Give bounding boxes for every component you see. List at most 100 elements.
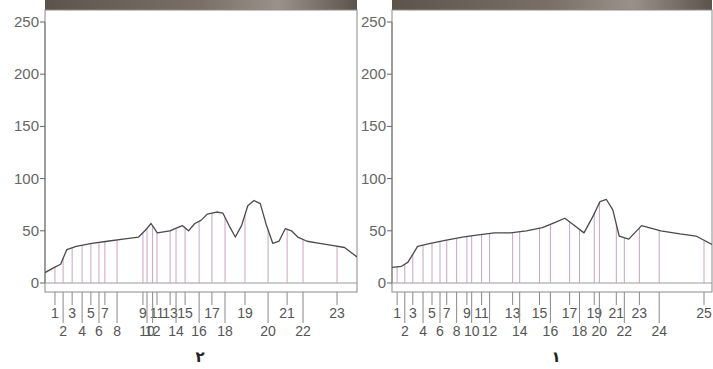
peak-tick	[489, 292, 490, 323]
peak-label: 20	[260, 323, 276, 339]
peak-label: 25	[696, 305, 712, 321]
peak-tick	[397, 292, 398, 305]
peak-tick	[404, 292, 405, 323]
peak-tick	[550, 292, 551, 323]
peak-line	[599, 203, 600, 283]
peak-line	[412, 254, 413, 283]
peak-line	[594, 214, 595, 283]
peak-label: 24	[651, 323, 667, 339]
peak-line	[456, 238, 457, 283]
peak-label: 23	[329, 305, 345, 321]
peak-line	[519, 232, 520, 283]
peak-tick	[199, 292, 200, 323]
y-tick	[387, 230, 392, 231]
y-tick-label: 100	[14, 170, 39, 187]
peak-line	[550, 224, 551, 283]
peak-label: 18	[217, 323, 233, 339]
peak-label: 8	[113, 323, 121, 339]
peak-tick	[98, 292, 99, 323]
peak-tick	[456, 292, 457, 323]
peak-tick	[471, 292, 472, 323]
peak-line	[211, 213, 212, 283]
y-tick	[387, 126, 392, 127]
peak-label: 3	[409, 305, 417, 321]
peak-tick	[157, 292, 158, 305]
panel: 0501001502002501234567891011121314151617…	[14, 0, 357, 366]
peak-line	[539, 228, 540, 283]
peak-label: 18	[572, 323, 588, 339]
peak-line	[90, 244, 91, 283]
peak-label: 2	[59, 323, 67, 339]
peak-tick	[117, 292, 118, 323]
peak-label: 7	[101, 305, 109, 321]
y-tick	[387, 74, 392, 75]
peak-label: 4	[78, 323, 86, 339]
peak-line	[104, 242, 105, 283]
peak-line	[244, 215, 245, 283]
plot-area	[45, 201, 357, 283]
peak-label: 5	[428, 305, 436, 321]
peak-label: 20	[592, 323, 608, 339]
peak-label: 14	[512, 323, 528, 339]
peak-line	[639, 228, 640, 283]
peak-tick	[481, 292, 482, 305]
y-tick	[40, 74, 45, 75]
y-tick-label: 0	[378, 274, 386, 291]
profile-line	[45, 201, 357, 273]
peak-line	[481, 235, 482, 283]
peak-line	[98, 242, 99, 283]
peak-label: 14	[168, 323, 184, 339]
peak-line	[489, 234, 490, 283]
peak-tick	[440, 292, 441, 323]
peak-tick	[104, 292, 105, 305]
peak-tick	[594, 292, 595, 305]
peak-tick	[147, 292, 148, 323]
peak-label: 23	[632, 305, 648, 321]
peak-label: 16	[543, 323, 559, 339]
y-tick-label: 50	[22, 222, 39, 239]
peak-label: 9	[463, 305, 471, 321]
peak-label: 21	[279, 305, 295, 321]
peak-label: 1	[51, 305, 59, 321]
y-tick-label: 250	[14, 13, 39, 30]
peak-tick	[519, 292, 520, 323]
peak-label: 8	[453, 323, 461, 339]
peak-line	[616, 224, 617, 283]
peak-tick	[466, 292, 467, 305]
peak-line	[337, 246, 338, 283]
baseline	[45, 283, 357, 284]
peak-line	[147, 228, 148, 283]
y-tick	[40, 230, 45, 231]
peak-line	[569, 222, 570, 283]
peak-label: 22	[617, 323, 633, 339]
peak-tick	[539, 292, 540, 305]
y-tick	[387, 22, 392, 23]
peak-line	[512, 233, 513, 283]
peak-line	[466, 236, 467, 283]
peak-tick	[659, 292, 660, 323]
peak-tick	[287, 292, 288, 305]
peak-tick	[512, 292, 513, 305]
peak-line	[303, 239, 304, 283]
y-tick-label: 200	[361, 65, 386, 82]
panel: 0501001502002501234567891011121314151617…	[361, 0, 712, 366]
peak-label: 9	[139, 305, 147, 321]
peak-line	[54, 267, 55, 283]
peak-line	[82, 245, 83, 283]
profile-line	[392, 199, 712, 267]
y-tick	[387, 283, 392, 284]
y-tick-label: 150	[361, 117, 386, 134]
peak-tick	[569, 292, 570, 305]
peak-tick	[704, 292, 705, 305]
peak-line	[624, 238, 625, 283]
y-tick-label: 250	[361, 13, 386, 30]
peak-tick	[303, 292, 304, 323]
y-tick-label: 150	[14, 117, 39, 134]
peak-line	[142, 233, 143, 283]
peak-label: 13	[505, 305, 521, 321]
peak-tick	[412, 292, 413, 305]
peak-line	[199, 221, 200, 283]
peak-tick	[185, 292, 186, 305]
peak-tick	[337, 292, 338, 305]
y-axis	[392, 22, 393, 283]
